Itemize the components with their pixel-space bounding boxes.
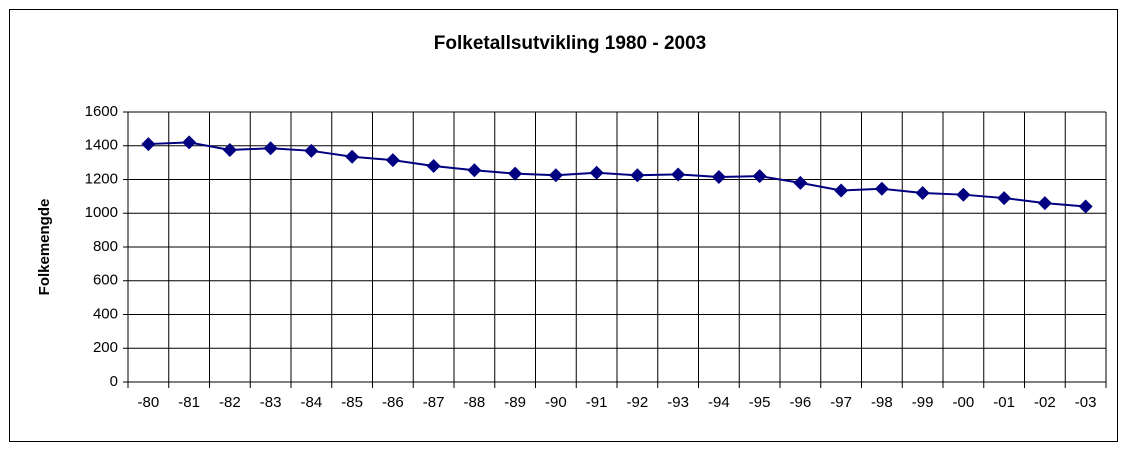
marker [630, 168, 645, 183]
x-tick-label: -99 [912, 394, 934, 411]
marker [793, 175, 808, 190]
marker [711, 169, 726, 184]
x-tick-label: -80 [138, 394, 160, 411]
x-tick-label: -03 [1075, 394, 1097, 411]
marker [385, 153, 400, 168]
x-tick-label: -91 [586, 394, 608, 411]
x-tick-label: -83 [260, 394, 282, 411]
marker [182, 135, 197, 150]
x-tick-label: -96 [790, 394, 812, 411]
x-tick-label: -85 [341, 394, 363, 411]
marker [1037, 196, 1052, 211]
marker [752, 169, 767, 184]
x-tick-label: -98 [871, 394, 893, 411]
marker [304, 143, 319, 158]
line [148, 141, 1086, 208]
marker [956, 187, 971, 202]
y-tick-label: 200 [93, 339, 118, 356]
x-tick-label: -00 [953, 394, 975, 411]
x-tick-label: -88 [464, 394, 486, 411]
marker [141, 137, 156, 152]
marker [548, 168, 563, 183]
x-tick-label: -87 [423, 394, 445, 411]
marker [467, 163, 482, 178]
x-tick-label: -95 [749, 394, 771, 411]
y-tick-label: 800 [93, 238, 118, 255]
x-tick-label: -84 [301, 394, 323, 411]
y-tick-label: 1600 [85, 103, 118, 120]
marker [874, 181, 889, 196]
y-axis-label: Folkemengde [36, 199, 53, 296]
marker [671, 167, 686, 182]
y-tick-label: 600 [93, 272, 118, 289]
x-tick-label: -90 [545, 394, 567, 411]
x-tick-label: -97 [830, 394, 852, 411]
y-tick-label: 400 [93, 305, 118, 322]
y-tick-label: 1000 [85, 204, 118, 221]
y-tick-label: 1200 [85, 170, 118, 187]
marker [1078, 199, 1093, 214]
x-tick-label: -82 [219, 394, 241, 411]
x-tick-label: -93 [667, 394, 689, 411]
y-tick-label: 1400 [85, 137, 118, 154]
x-tick-label: -81 [178, 394, 200, 411]
x-tick-label: -94 [708, 394, 730, 411]
marker [589, 165, 604, 180]
x-tick-label: -01 [993, 394, 1015, 411]
marker [426, 159, 441, 173]
marker [263, 141, 278, 156]
chart-title: Folketallsutvikling 1980 - 2003 [434, 33, 706, 54]
y-tick-label: 0 [110, 373, 118, 390]
marker [834, 183, 849, 198]
x-tick-label: -86 [382, 394, 404, 411]
x-tick-label: -92 [627, 394, 649, 411]
marker [997, 191, 1012, 206]
x-tick-label: -89 [504, 394, 526, 411]
marker [222, 142, 237, 157]
marker [508, 166, 523, 181]
marker [345, 149, 360, 164]
x-tick-label: -02 [1034, 394, 1056, 411]
chart-frame [9, 9, 1118, 442]
marker [915, 186, 930, 200]
